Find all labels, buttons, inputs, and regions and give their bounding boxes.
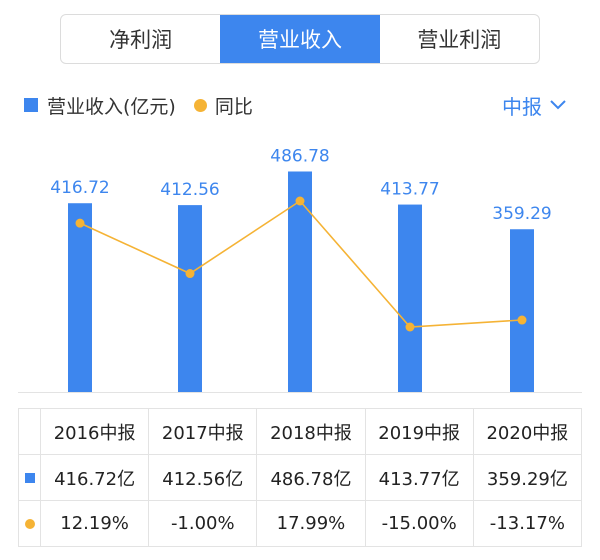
bar-legend-label: 营业收入(亿元) — [47, 95, 176, 118]
line-legend-swatch — [193, 98, 207, 112]
yoy-cell: -15.00% — [364, 500, 474, 547]
revenue-cell: 413.77亿 — [364, 454, 474, 501]
yoy-point[interactable] — [75, 218, 85, 228]
bar-data-label: 359.29 — [492, 204, 551, 224]
revenue-cell: 416.72亿 — [39, 454, 150, 501]
yoy-point[interactable] — [405, 322, 415, 332]
revenue-chart: 416.72 412.56 486.78 413.77 359.29 — [18, 146, 582, 393]
revenue-bar[interactable] — [288, 171, 312, 392]
table-header-cell: 2017中报 — [148, 408, 258, 455]
table-header-cell: 2018中报 — [256, 408, 366, 455]
table-row-revenue: 416.72亿 412.56亿 486.78亿 413.77亿 359.29亿 — [18, 454, 583, 501]
tab-operating-profit[interactable]: 营业利润 — [417, 28, 502, 52]
data-table: 2016中报 2017中报 2018中报 2019中报 2020中报 416.7… — [18, 408, 583, 547]
revenue-bar[interactable] — [510, 229, 534, 392]
chart-legend: 营业收入(亿元) 同比 — [24, 88, 253, 122]
tab-revenue[interactable]: 营业收入 — [220, 15, 380, 63]
yoy-cell: 17.99% — [256, 500, 366, 547]
bar-data-label: 412.56 — [160, 180, 219, 200]
yoy-cell: -13.17% — [472, 500, 583, 547]
revenue-bar[interactable] — [68, 203, 92, 392]
period-selector-label: 中报 — [502, 94, 542, 119]
table-row-yoy: 12.19% -1.00% 17.99% -15.00% -13.17% — [18, 500, 583, 547]
table-corner-cell — [18, 408, 41, 455]
yoy-point[interactable] — [185, 269, 195, 279]
metric-tabs: 净利润 营业收入 营业利润 — [60, 14, 540, 64]
chevron-down-icon — [550, 100, 566, 110]
blue-square-icon — [24, 473, 35, 483]
yoy-cell: -1.00% — [148, 500, 258, 547]
revenue-bar[interactable] — [398, 204, 422, 392]
revenue-cell: 359.29亿 — [472, 454, 583, 501]
line-legend-label: 同比 — [214, 95, 253, 118]
bar-legend-swatch — [24, 98, 38, 112]
revenue-cell: 486.78亿 — [256, 454, 366, 501]
orange-dot-icon — [24, 519, 35, 529]
revenue-cell: 412.56亿 — [148, 454, 258, 501]
bar-data-label: 486.78 — [270, 146, 329, 166]
bar-data-label: 413.77 — [380, 180, 439, 200]
yoy-point[interactable] — [517, 315, 527, 325]
revenue-bar[interactable] — [178, 205, 202, 392]
table-header-cell: 2016中报 — [39, 408, 150, 455]
yoy-point[interactable] — [295, 196, 305, 206]
yoy-cell: 12.19% — [39, 500, 150, 547]
table-header-row: 2016中报 2017中报 2018中报 2019中报 2020中报 — [18, 408, 583, 455]
revenue-row-marker — [18, 454, 41, 501]
tab-net-profit[interactable]: 净利润 — [109, 28, 173, 52]
table-header-cell: 2019中报 — [364, 408, 474, 455]
yoy-row-marker — [18, 500, 41, 547]
table-header-cell: 2020中报 — [472, 408, 583, 455]
period-selector[interactable]: 中报 — [502, 88, 566, 122]
bar-data-label: 416.72 — [50, 178, 109, 198]
